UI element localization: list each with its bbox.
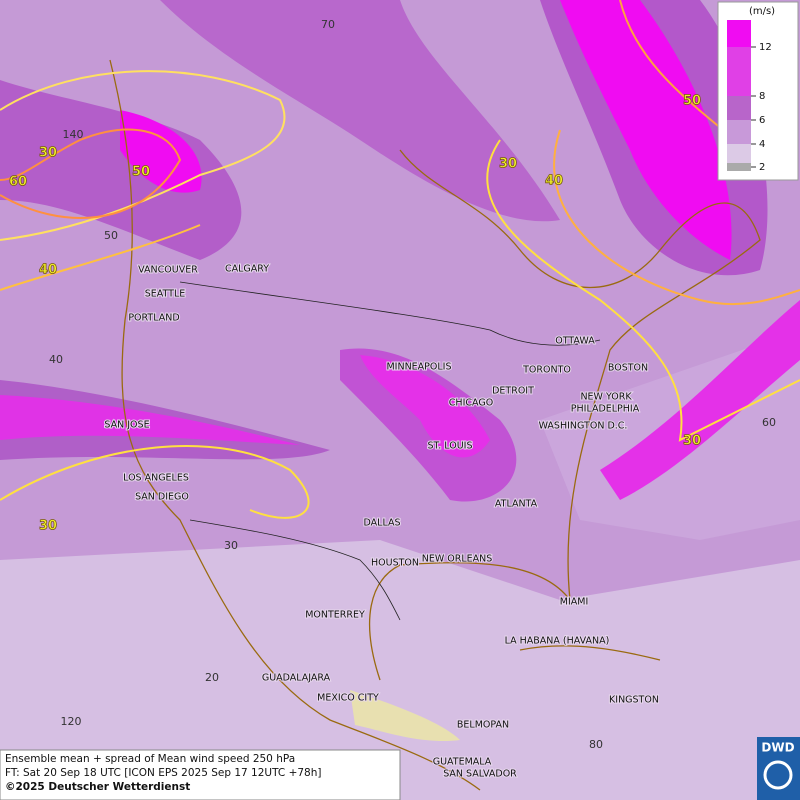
city-label: GUATEMALA (433, 757, 492, 768)
city-label: LOS ANGELES (123, 473, 189, 484)
city-label: MINNEAPOLIS (386, 362, 451, 373)
grid-label: 80 (589, 738, 603, 751)
legend: (m/s) 2 4 6 8 12 (717, 1, 799, 181)
city-label: SAN DIEGO (135, 492, 189, 503)
city-label: PHILADELPHIA (571, 404, 640, 415)
borders (179, 281, 601, 621)
contour-label: 50 (683, 94, 701, 109)
city-label: VANCOUVER (138, 265, 198, 276)
city-label: SEATTLE (145, 289, 186, 300)
contour-label: 30 (683, 434, 701, 449)
contour-label: 40 (545, 174, 563, 189)
city-label: BOSTON (608, 363, 648, 374)
contour-label: 60 (9, 175, 27, 190)
city-label: NEW YORK (580, 392, 632, 403)
legend-tick-label: 4 (759, 139, 765, 150)
city-label: BELMOPAN (457, 720, 509, 731)
legend-tick-label: 8 (759, 91, 765, 102)
grid-label: 50 (104, 229, 118, 242)
city-label: SAN JOSE (104, 420, 149, 431)
logo-text: DWD (761, 741, 794, 755)
grid-label: 20 (205, 671, 219, 684)
caption: Ensemble mean + spread of Mean wind spee… (0, 749, 401, 800)
city-label: MONTERREY (305, 610, 365, 621)
city-label: HOUSTON (371, 558, 419, 569)
grid-label: 120 (61, 715, 82, 728)
legend-tick-label: 2 (759, 162, 765, 173)
city-label: TORONTO (522, 365, 571, 376)
grid-label: 70 (321, 18, 335, 31)
contour-label: 30 (499, 157, 517, 172)
caption-line: ©2025 Deutscher Wetterdienst (5, 781, 190, 793)
grid-label: 30 (224, 539, 238, 552)
contour-label: 30 (39, 519, 57, 534)
city-label: OTTAWA (555, 336, 595, 347)
city-label: DALLAS (364, 518, 401, 529)
city-label: MEXICO CITY (317, 693, 379, 704)
city-label: NEW ORLEANS (422, 554, 493, 565)
legend-tick-label: 6 (759, 115, 765, 126)
city-label: MIAMI (560, 597, 589, 608)
grid-label: 140 (63, 128, 84, 141)
coastlines (109, 59, 761, 791)
city-label: CHICAGO (449, 398, 493, 409)
contour-label: 40 (39, 263, 57, 278)
city-label: WASHINGTON D.C. (539, 421, 628, 432)
city-label: LA HABANA (HAVANA) (505, 636, 610, 647)
city-label: KINGSTON (609, 695, 659, 706)
caption-line: FT: Sat 20 Sep 18 UTC [ICON EPS 2025 Sep… (5, 767, 321, 779)
contour-label: 30 (39, 146, 57, 161)
logo: DWD (757, 737, 800, 800)
city-label: DETROIT (492, 386, 534, 397)
city-label: SAN SALVADOR (443, 769, 517, 780)
contour-label: 50 (132, 165, 150, 180)
legend-unit: (m/s) (749, 6, 775, 17)
city-label: CALGARY (225, 264, 269, 275)
legend-tick-label: 12 (759, 42, 772, 53)
city-label: GUADALAJARA (262, 673, 331, 684)
grid-label: 40 (49, 353, 63, 366)
city-label: ST. LOUIS (428, 441, 473, 452)
city-label: ATLANTA (495, 499, 538, 510)
grid-label: 60 (762, 416, 776, 429)
caption-line: Ensemble mean + spread of Mean wind spee… (5, 753, 295, 765)
city-label: PORTLAND (128, 313, 179, 324)
